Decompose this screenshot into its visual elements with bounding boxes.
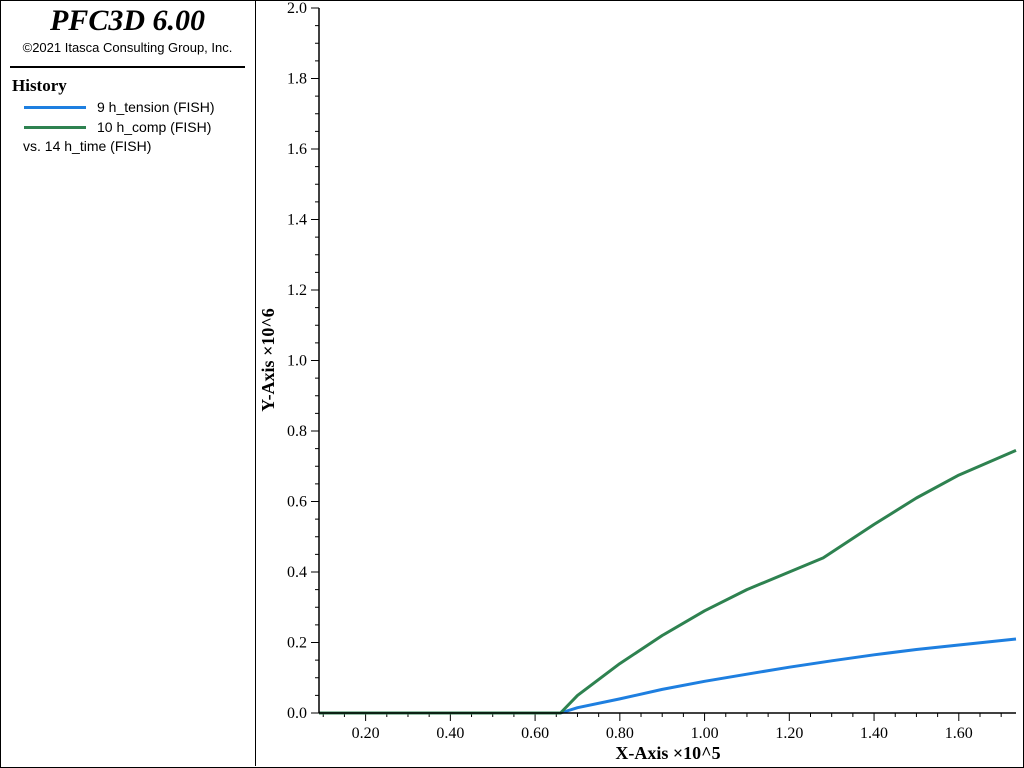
x-tick-label: 1.20 [775, 725, 803, 742]
y-axis-label: Y-Axis ×10^6 [258, 308, 278, 412]
legend-heading: History [12, 76, 67, 95]
title-divider [10, 66, 245, 68]
y-tick-label: 0.0 [287, 705, 307, 722]
series-lines [319, 449, 1017, 715]
y-tick-label: 1.2 [287, 282, 307, 299]
y-tick-label: 0.8 [287, 423, 307, 440]
legend-line-comp [24, 126, 86, 129]
y-tick-label: 0.2 [287, 635, 307, 652]
legend-panel: PFC3D 6.00 ©2021 Itasca Consulting Group… [0, 0, 256, 766]
x-tick-label: 1.60 [945, 725, 973, 742]
axis-ticks: 0.20 0.40 0.60 0.80 1.00 1.20 1.40 1.60 0.0 0.2 0.… [287, 0, 1002, 742]
y-tick-label: 0.6 [287, 494, 307, 511]
legend-label-tension: 9 h_tension (FISH) [97, 99, 215, 115]
y-tick-label: 0.4 [287, 564, 307, 581]
x-tick-label: 1.00 [691, 725, 719, 742]
legend-x-reference: vs. 14 h_time (FISH) [23, 138, 152, 154]
y-tick-label: 1.8 [287, 71, 307, 88]
legend-label-comp: 10 h_comp (FISH) [97, 119, 212, 135]
y-tick-label: 1.4 [287, 212, 307, 229]
x-tick-label: 0.80 [606, 725, 634, 742]
series-line-tension [319, 637, 1017, 715]
series-line-comp [319, 449, 1017, 715]
x-tick-label: 0.40 [436, 725, 464, 742]
x-tick-label: 0.20 [352, 725, 380, 742]
x-tick-label: 1.40 [860, 725, 888, 742]
x-tick-label: 0.60 [521, 725, 549, 742]
app-title: PFC3D 6.00 [49, 4, 205, 37]
x-axis-label: X-Axis ×10^5 [615, 743, 720, 763]
y-tick-label: 1.0 [287, 353, 307, 370]
y-tick-label: 2.0 [287, 0, 307, 17]
legend-line-tension [24, 106, 86, 109]
history-chart: 0.20 0.40 0.60 0.80 1.00 1.20 1.40 1.60 0.0 0.2 0.… [258, 0, 1017, 763]
copyright-text: ©2021 Itasca Consulting Group, Inc. [22, 40, 233, 55]
y-tick-label: 1.6 [287, 141, 307, 158]
